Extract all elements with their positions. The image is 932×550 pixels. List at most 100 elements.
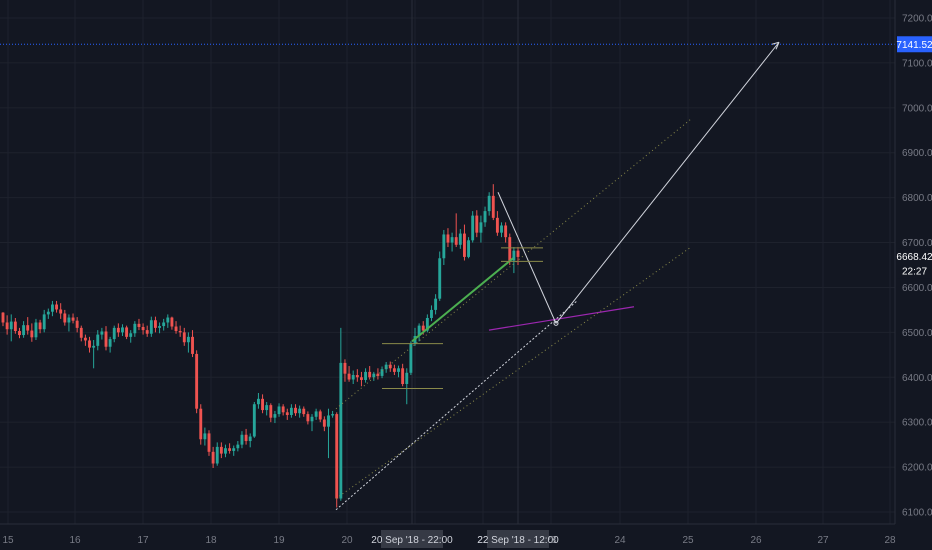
candle-body	[46, 311, 50, 315]
price-axis[interactable]: 6100.00 6200.00 6300.00 6400.00 6500.00 6600.…	[894, 0, 932, 524]
drawing-pivot-marker	[553, 320, 559, 326]
x-tick-label: 16	[69, 535, 81, 546]
candle-body	[479, 222, 483, 233]
candle-body	[59, 309, 63, 314]
drawings[interactable]	[0, 41, 895, 511]
candle-body	[34, 322, 38, 338]
candle-body	[458, 233, 462, 245]
candle-body	[364, 371, 368, 380]
candle-body	[442, 234, 446, 259]
candle-body	[42, 314, 46, 330]
candle-body	[207, 433, 211, 452]
candle-body	[302, 408, 306, 415]
crosshair-time-bg	[381, 530, 443, 548]
candle-body	[195, 353, 199, 409]
candle-body	[256, 398, 260, 405]
candle-body	[310, 416, 314, 422]
candle-body	[343, 362, 347, 374]
candle-body	[244, 434, 248, 442]
candle-body	[133, 323, 137, 334]
candle-body	[450, 237, 454, 243]
candle-body	[277, 406, 281, 415]
candle-body	[129, 333, 133, 337]
candle-body	[79, 327, 83, 338]
candle-body	[199, 408, 203, 440]
candle-body	[22, 325, 26, 336]
price-line-flag-bg	[897, 36, 932, 53]
y-tick-label: 7000.00	[902, 103, 932, 114]
y-tick-label: 6200.00	[902, 463, 932, 474]
candle-body	[405, 372, 409, 385]
drawing-olive-channel-lower[interactable]	[335, 246, 692, 499]
candle-body	[92, 345, 96, 348]
candle-body	[158, 326, 162, 328]
time-axis[interactable]: 151617181920212223242526272820 Sep '18 -…	[0, 523, 896, 548]
price-flags: 7141.52 6668.42 22:27	[896, 36, 932, 279]
drawing-white-projection[interactable]	[555, 41, 780, 324]
candle-body	[273, 414, 277, 418]
candle-body	[182, 332, 186, 343]
candle-body	[434, 298, 438, 310]
candle-body	[376, 373, 380, 376]
candle-body	[380, 369, 384, 376]
candle-body	[327, 415, 330, 427]
drawing-arrowhead	[771, 41, 780, 50]
candle-body	[26, 325, 30, 331]
candle-body	[467, 240, 471, 257]
candle-body	[331, 414, 335, 416]
candle-body	[289, 407, 293, 415]
candle-body	[236, 444, 240, 449]
candle-body	[516, 250, 520, 257]
drawing-purple-line[interactable]	[488, 306, 635, 331]
candle-body	[166, 317, 170, 323]
candle-body	[471, 215, 475, 241]
candle-body	[347, 373, 351, 380]
candle-body	[392, 368, 396, 372]
candle-body	[500, 225, 503, 233]
candle-body	[112, 327, 116, 340]
candle-body	[232, 448, 236, 451]
candle-body	[504, 225, 508, 238]
candle-body	[248, 436, 252, 442]
x-tick-label: 28	[884, 535, 896, 546]
candle-body	[438, 258, 442, 299]
drawing-green-trend[interactable]	[411, 257, 514, 343]
candle-body	[100, 331, 104, 335]
candle-body	[495, 217, 499, 233]
drawing-white-dotted-trend[interactable]	[335, 300, 578, 511]
candle-body	[88, 340, 91, 348]
y-tick-label: 6900.00	[902, 148, 932, 159]
grid	[0, 0, 895, 524]
candle-body	[261, 398, 265, 411]
candle-body	[121, 327, 124, 333]
candle-body	[178, 331, 182, 333]
candle-body	[475, 215, 479, 233]
x-tick-label: 27	[817, 535, 829, 546]
x-tick-label: 26	[750, 535, 762, 546]
drawing-olive-channel-upper[interactable]	[335, 118, 692, 410]
candle-body	[162, 322, 166, 327]
candle-body	[18, 331, 21, 336]
candle-body	[104, 331, 108, 347]
candle-body	[462, 233, 466, 257]
candle-body	[186, 336, 190, 343]
candle-body	[508, 237, 512, 261]
candle-body	[170, 317, 174, 327]
x-tick-label: 19	[273, 535, 285, 546]
y-tick-label: 7200.00	[902, 14, 932, 25]
candle-body	[339, 362, 343, 499]
x-tick-label: 25	[682, 535, 694, 546]
candle-body	[75, 320, 79, 328]
candle-body	[125, 327, 129, 337]
candle-body	[145, 330, 149, 334]
x-tick-label: 17	[137, 535, 149, 546]
candle-body	[55, 304, 59, 310]
candle-body	[149, 320, 153, 334]
candle-body	[430, 309, 433, 318]
y-tick-label: 6700.00	[902, 238, 932, 249]
candle-body	[153, 320, 157, 328]
drawing-white-drop[interactable]	[497, 192, 557, 324]
y-tick-label: 6600.00	[902, 283, 932, 294]
candle-body	[174, 326, 178, 332]
